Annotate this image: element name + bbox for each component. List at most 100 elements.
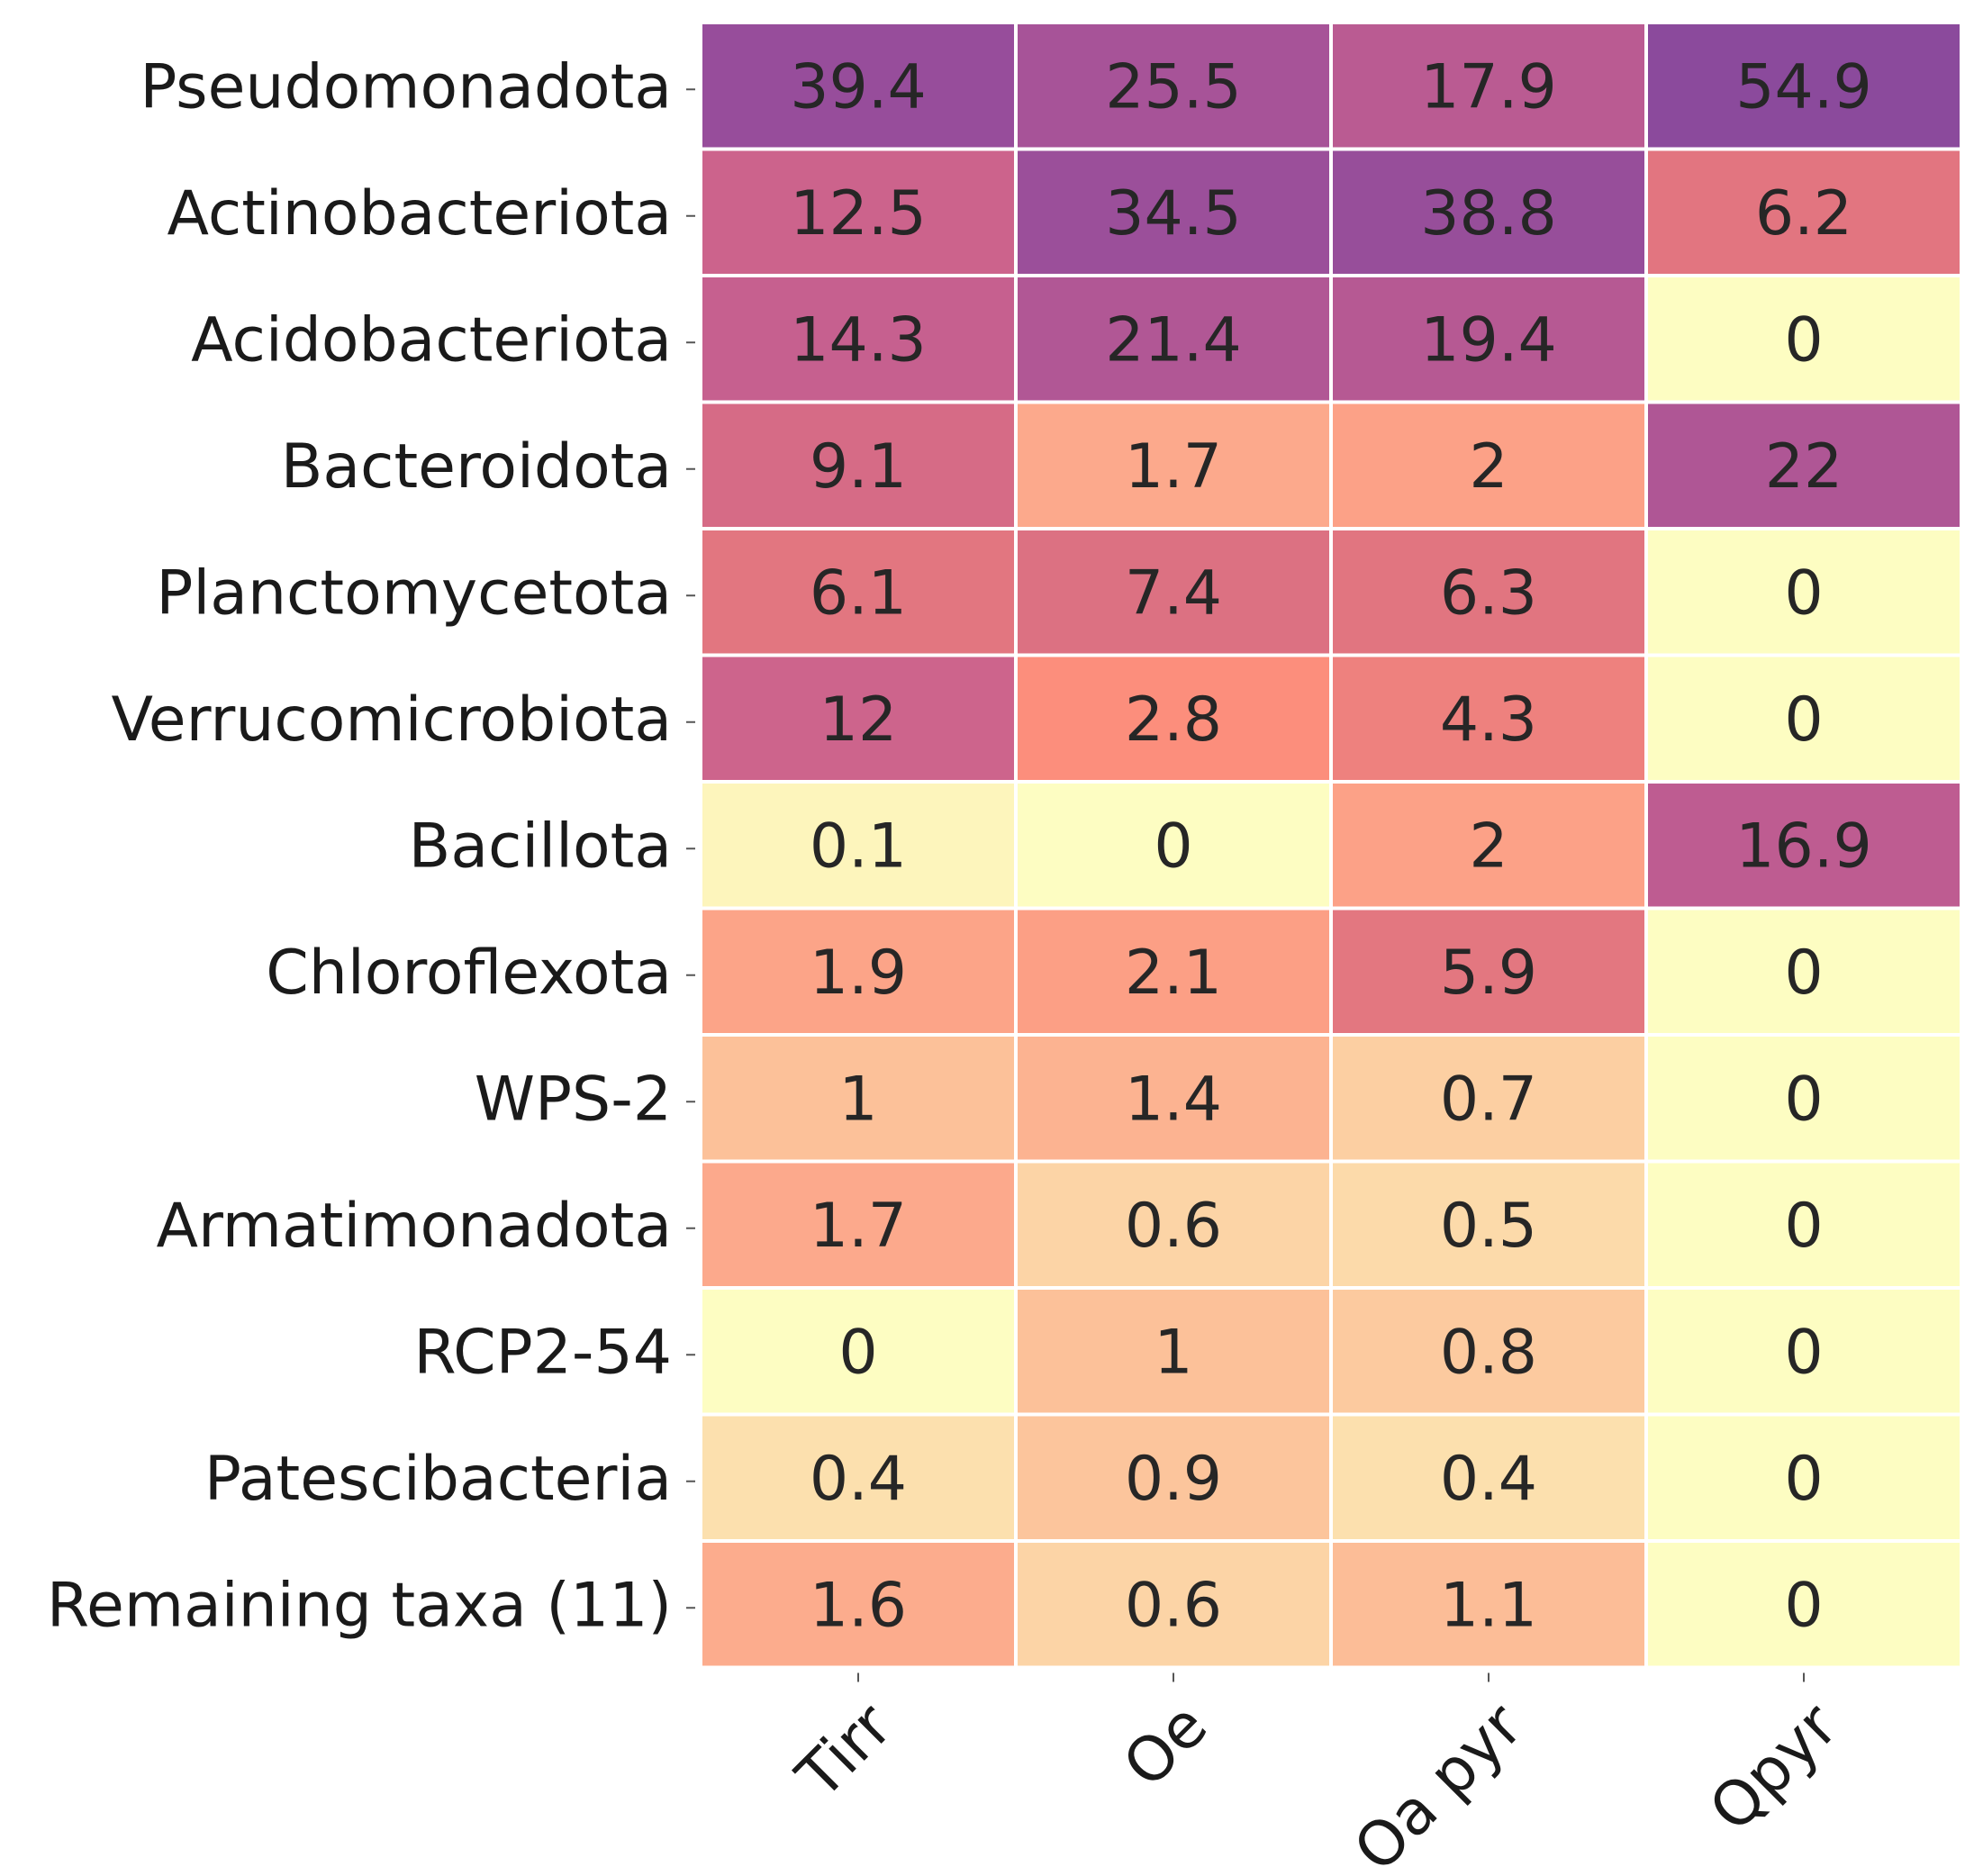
cell-value-label: 6.2 [1755, 178, 1852, 249]
cell-value-label: 0 [1784, 938, 1823, 1009]
heatmap-cell [1648, 403, 1960, 527]
row-tick-label: WPS-2 [475, 1064, 672, 1135]
cell-value-label: 0 [1784, 1191, 1823, 1262]
cell-value-label: 2.8 [1125, 684, 1222, 756]
row-tick-label: Actinobacteriota [168, 178, 672, 249]
column-tick-label: Tirr [783, 1690, 907, 1814]
heatmap-cell [1333, 784, 1644, 907]
column-tick-label: Qpyr [1697, 1690, 1852, 1845]
cell-value-label: 2 [1469, 811, 1508, 882]
heatmap-cell [1333, 1163, 1644, 1286]
heatmap-cell [1018, 1416, 1329, 1539]
heatmap-cell [1018, 910, 1329, 1033]
heatmap-cell [1333, 1416, 1644, 1539]
cell-value-label: 5.9 [1440, 938, 1537, 1009]
heatmap-cell [1648, 1163, 1960, 1286]
cell-value-label: 0.6 [1125, 1570, 1222, 1641]
heatmap-cell [702, 150, 1014, 274]
heatmap-cell [1018, 1290, 1329, 1413]
cell-value-label: 0 [1784, 684, 1823, 756]
heatmap-cell [1648, 277, 1960, 401]
heatmap-cell [1648, 1037, 1960, 1160]
row-tick-label: RCP2-54 [413, 1317, 672, 1388]
heatmap-cell [702, 403, 1014, 527]
row-labels: Pseudomonadota Actinobacteriota Acidobacte… [47, 51, 695, 1641]
heatmap-cell [1648, 150, 1960, 274]
cell-value-label: 0.7 [1440, 1064, 1537, 1135]
heatmap-cell [702, 24, 1014, 148]
cell-value-label: 25.5 [1105, 51, 1241, 122]
heatmap-cell [1333, 24, 1644, 148]
heatmap-cell [1018, 530, 1329, 654]
cell-value-label: 1 [838, 1064, 877, 1135]
cell-value-label: 12 [819, 684, 898, 756]
heatmap-cell [1333, 910, 1644, 1033]
heatmap-cell [702, 1163, 1014, 1286]
heatmap-cell [1648, 1416, 1960, 1539]
heatmap-cell [1018, 150, 1329, 274]
row-tick-label: Planctomycetota [156, 557, 672, 629]
cell-value-label: 4.3 [1440, 684, 1537, 756]
column-tick-label: Oa pyr [1341, 1690, 1536, 1876]
heatmap-cell [702, 1290, 1014, 1413]
cell-value-label: 0 [1784, 304, 1823, 376]
heatmap-cell [702, 277, 1014, 401]
row-tick-label: Bacillota [409, 811, 672, 882]
cell-value-label: 1.9 [810, 938, 907, 1009]
heatmap-cell [1333, 1290, 1644, 1413]
row-tick-label: Verrucomicrobiota [112, 684, 672, 756]
cell-value-label: 6.1 [810, 557, 907, 629]
cell-value-label: 14.3 [790, 304, 926, 376]
heatmap-cell [1018, 784, 1329, 907]
cell-value-label: 0.6 [1125, 1191, 1222, 1262]
row-tick-label: Pseudomonadota [140, 51, 672, 122]
cell-value-label: 0.8 [1440, 1317, 1537, 1388]
heatmap-cell [1333, 530, 1644, 654]
cell-value-label: 19.4 [1420, 304, 1556, 376]
heatmap-cell [1333, 1543, 1644, 1666]
cell-value-label: 6.3 [1440, 557, 1537, 629]
heatmap-cell [1333, 150, 1644, 274]
cell-value-label: 1.6 [810, 1570, 907, 1641]
heatmap-cell [1018, 657, 1329, 780]
heatmap-cells: 39.4 25.5 17.9 54.912.5 34.5 38.8 6.214.3 21.4 1… [702, 24, 1960, 1666]
heatmap-cell [1648, 1290, 1960, 1413]
row-tick-label: Chloroflexota [266, 938, 672, 1009]
heatmap-cell [702, 530, 1014, 654]
heatmap-cell [1018, 1163, 1329, 1286]
heatmap-cell [1648, 784, 1960, 907]
cell-value-label: 0 [838, 1317, 877, 1388]
heatmap-cell [1333, 403, 1644, 527]
heatmap-cell [1333, 277, 1644, 401]
heatmap-cell [1648, 657, 1960, 780]
cell-value-label: 16.9 [1735, 811, 1871, 882]
row-tick-label: Acidobacteriota [191, 304, 672, 376]
cell-value-label: 2 [1469, 431, 1508, 503]
heatmap-cell [702, 784, 1014, 907]
row-tick-label: Bacteroidota [281, 431, 672, 503]
cell-value-label: 1.7 [1125, 431, 1222, 503]
heatmap-cell [1333, 657, 1644, 780]
cell-value-label: 1.1 [1440, 1570, 1537, 1641]
row-tick-label: Armatimonadota [157, 1191, 672, 1262]
heatmap-cell [1018, 24, 1329, 148]
heatmap-cell [702, 1543, 1014, 1666]
row-tick-label: Remaining taxa (11) [47, 1570, 672, 1641]
cell-value-label: 22 [1765, 431, 1843, 503]
cell-value-label: 1 [1154, 1317, 1192, 1388]
column-labels: Tirr Oe Oa pyr Qpyr [783, 1672, 1852, 1876]
cell-value-label: 2.1 [1125, 938, 1222, 1009]
cell-value-label: 17.9 [1420, 51, 1556, 122]
cell-value-label: 1.4 [1125, 1064, 1222, 1135]
cell-value-label: 0.4 [1440, 1444, 1537, 1515]
cell-value-label: 12.5 [790, 178, 926, 249]
cell-value-label: 0.4 [810, 1444, 907, 1515]
cell-value-label: 7.4 [1125, 557, 1222, 629]
cell-value-label: 1.7 [810, 1191, 907, 1262]
heatmap-cell [1018, 277, 1329, 401]
heatmap-cell [1333, 1037, 1644, 1160]
cell-value-label: 0.5 [1440, 1191, 1537, 1262]
cell-value-label: 0.9 [1125, 1444, 1222, 1515]
heatmap-cell [702, 910, 1014, 1033]
